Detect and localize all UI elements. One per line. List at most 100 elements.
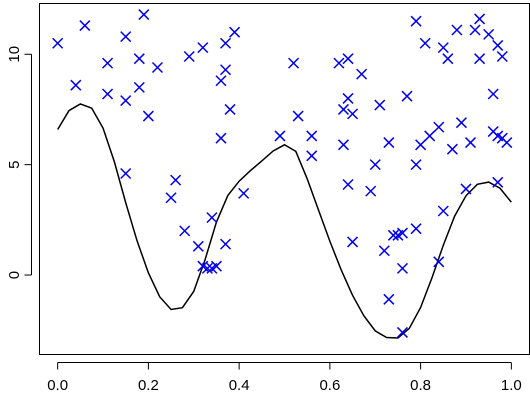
data-point-13 [165,192,177,204]
y-tick-label-1: 5 [6,160,23,168]
data-point-66-stroke-b [437,205,449,217]
data-point-1-stroke-b [70,79,82,91]
x-axis: 0.0 0.2 0.4 0.6 0.8 1.0 [47,362,522,394]
data-point-49 [378,245,390,257]
data-point-80-stroke-b [492,130,504,142]
data-point-13-stroke-b [165,192,177,204]
data-point-22 [206,212,218,224]
data-point-15 [179,225,191,237]
data-point-40-stroke-b [342,53,354,65]
y-axis: 0 5 10 [6,46,32,279]
data-point-41-stroke-b [342,92,354,104]
fitted-curve [57,103,512,339]
data-point-58-stroke-b [410,15,422,27]
data-point-68 [442,53,454,65]
data-point-27-stroke-b [219,238,232,250]
data-point-9 [133,81,145,93]
data-point-28 [219,37,232,49]
data-point-29-stroke-b [224,103,236,115]
data-point-70 [451,24,463,36]
data-point-16 [183,50,195,63]
data-point-56-stroke-b [396,326,408,338]
data-point-11 [142,110,154,122]
data-point-7-stroke-b [120,167,132,180]
data-point-74 [469,24,481,36]
data-point-83 [496,50,508,63]
data-point-67 [437,42,449,54]
data-point-37-stroke-b [333,57,345,69]
data-point-73 [464,137,477,149]
data-point-69-stroke-b [446,143,458,155]
data-point-61-stroke-b [415,139,427,151]
data-point-4 [102,88,114,100]
data-point-81 [492,176,504,188]
data-point-27 [219,238,232,250]
data-point-35-stroke-b [306,130,318,142]
data-point-9-stroke-b [133,81,145,93]
data-point-77 [483,28,495,40]
data-point-46-stroke-b [365,185,377,197]
data-point-24 [215,75,227,87]
data-point-0 [52,37,64,49]
data-point-48-stroke-b [374,99,386,111]
data-point-20 [201,262,213,274]
data-point-38 [337,103,350,115]
data-point-26-stroke-b [219,64,232,76]
y-tick-label-0: 0 [6,271,23,279]
data-point-64-stroke-b [433,121,445,133]
data-point-55-stroke-b [396,227,408,239]
data-point-54-stroke-b [396,262,408,274]
data-point-8 [133,53,145,65]
fitted-curve-layer [57,103,512,339]
data-point-17-stroke-b [192,240,204,252]
x-tick-label-0: 0.0 [47,377,68,394]
data-point-38-stroke-b [337,103,350,115]
data-point-39-stroke-b [337,139,350,151]
data-point-22-stroke-b [206,212,218,224]
y-tick-label-2: 10 [6,46,23,63]
data-point-82 [492,39,504,51]
data-point-63-stroke-b [424,130,436,142]
data-point-54 [396,262,408,274]
data-point-57-stroke-b [401,90,413,102]
data-point-4-stroke-b [102,88,114,100]
data-point-32-stroke-b [274,130,286,142]
data-point-76 [474,13,486,25]
data-point-14-stroke-b [170,174,182,186]
data-point-59-stroke-b [410,159,422,171]
data-point-81-stroke-b [492,176,504,188]
data-point-2-stroke-b [79,20,91,32]
data-point-65 [433,256,445,268]
data-point-77-stroke-b [483,28,495,40]
data-point-46 [365,185,377,197]
data-point-18-stroke-b [197,42,209,54]
data-point-82-stroke-b [492,39,504,51]
data-point-20-stroke-b [201,262,213,274]
data-point-37 [333,57,345,69]
data-point-5-stroke-b [120,31,132,43]
data-point-71-stroke-b [455,117,467,129]
data-point-34 [292,110,304,122]
data-point-74-stroke-b [469,24,481,36]
data-point-57 [401,90,413,102]
data-point-62-stroke-b [419,37,431,49]
data-point-55 [396,227,408,239]
data-point-75-stroke-b [474,53,486,65]
data-point-52-stroke-b [387,229,399,241]
data-point-12 [151,61,163,74]
data-point-10 [138,9,150,21]
data-point-23-stroke-b [210,260,222,272]
data-point-23 [210,260,222,272]
data-point-52 [387,229,399,241]
data-point-60-stroke-b [410,223,422,235]
data-point-30 [229,26,241,38]
data-point-56 [396,326,408,338]
data-point-26 [219,64,232,76]
data-point-15-stroke-b [179,225,191,237]
data-point-11-stroke-b [142,110,154,122]
data-point-2 [79,20,91,32]
data-point-58 [410,15,422,27]
data-point-18 [197,42,209,54]
x-tick-label-3: 0.6 [319,377,340,394]
